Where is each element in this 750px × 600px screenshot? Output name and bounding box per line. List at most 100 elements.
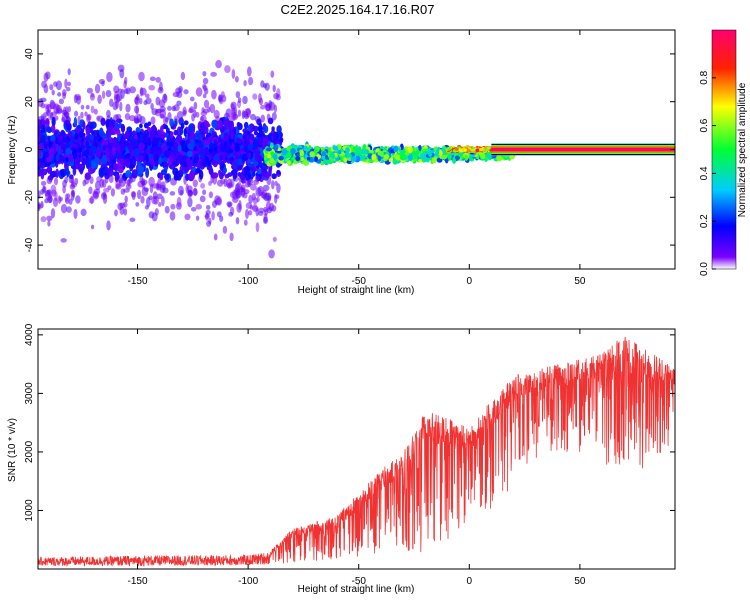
- spectrogram-point: [200, 183, 206, 189]
- spectrogram-point: [182, 106, 187, 117]
- spectrogram-point: [62, 185, 66, 194]
- spectrogram-point: [78, 131, 84, 138]
- spectrogram-point: [271, 126, 275, 131]
- spectrogram-point: [252, 138, 259, 150]
- spectrogram-point: [43, 151, 50, 159]
- spectrogram-point: [235, 190, 241, 199]
- spectrogram-point: [430, 149, 435, 154]
- spectrogram-point: [139, 87, 144, 97]
- spectrogram-point: [144, 187, 149, 192]
- spectrogram-point: [210, 174, 214, 184]
- spectrogram-point: [233, 160, 238, 169]
- spectrogram-point: [86, 87, 93, 94]
- spectrogram-point: [256, 132, 262, 138]
- spectrogram-point: [102, 139, 109, 148]
- spectrogram-point: [167, 105, 172, 111]
- spectrogram-point: [198, 141, 204, 149]
- spectrogram-point: [48, 194, 53, 203]
- spectrogram-point: [230, 191, 236, 198]
- spectrogram-point: [360, 154, 367, 159]
- spectrogram-point: [164, 117, 169, 123]
- spectrogram-point: [270, 142, 274, 147]
- spectrogram-point: [95, 148, 102, 159]
- spectrogram-point: [58, 98, 65, 105]
- spectrogram-point: [237, 171, 242, 177]
- spectrogram-point: [140, 195, 145, 204]
- snr-y-axis-label: SNR (10 * v/v): [7, 418, 18, 482]
- spectrogram-point: [38, 130, 42, 137]
- spectrogram-point: [133, 117, 140, 124]
- spectrogram-point: [267, 153, 272, 159]
- spectrogram-point: [57, 134, 63, 143]
- spectrogram-point: [164, 173, 170, 180]
- spectrogram-point: [136, 189, 142, 200]
- spectrogram-point: [128, 175, 133, 185]
- spectrogram-point: [262, 184, 270, 192]
- spectrogram-point: [204, 146, 209, 154]
- x-tick-label: 0: [467, 276, 473, 287]
- x-tick-label: -150: [128, 576, 148, 587]
- spectrogram-point: [131, 155, 136, 165]
- spectrogram-point: [363, 148, 368, 155]
- spectrogram-point: [154, 149, 162, 155]
- spectrogram-point: [40, 134, 46, 144]
- spectrogram-point: [60, 203, 68, 214]
- spectrogram-point: [271, 112, 277, 121]
- spectrogram-point: [202, 77, 209, 85]
- spectrogram-point: [120, 135, 125, 146]
- spectrogram-point: [104, 147, 110, 158]
- spectrogram-point: [464, 154, 468, 161]
- spectrogram-point: [110, 188, 116, 197]
- spectrogram-point: [60, 168, 67, 178]
- spectrogram-point: [247, 125, 251, 132]
- spectrogram-point: [70, 189, 75, 196]
- spectrogram-point: [436, 157, 443, 163]
- spectrogram-point: [227, 172, 233, 177]
- spectrogram-point: [137, 165, 145, 174]
- spectrogram-point: [227, 148, 234, 154]
- y-tick-label: 40: [24, 48, 35, 60]
- spectrogram-point: [262, 137, 269, 148]
- spectrogram-point: [254, 150, 260, 162]
- spectrogram-point: [466, 148, 471, 152]
- spectrogram-point: [434, 151, 438, 157]
- spectrogram-point: [39, 163, 46, 169]
- spectrogram-point: [141, 179, 148, 186]
- spectrogram-point: [255, 222, 260, 233]
- spectrogram-point: [153, 153, 159, 164]
- spectrogram-point: [237, 109, 242, 117]
- colorbar-tick-label: 0.4: [699, 166, 710, 180]
- spectrogram-point: [51, 111, 58, 116]
- spectrogram-point: [129, 141, 136, 149]
- spectrogram-point: [263, 216, 268, 225]
- spectrogram-point: [133, 147, 140, 158]
- spectrogram-point: [115, 93, 123, 102]
- spectrogram-point: [119, 202, 126, 209]
- spectrogram-point: [248, 210, 253, 216]
- spectrogram-point: [74, 132, 79, 140]
- spectrogram-point: [479, 148, 484, 152]
- spectrogram-point: [243, 79, 247, 87]
- spectrogram-point: [486, 146, 491, 150]
- spectrogram-point: [135, 105, 139, 116]
- spectrogram-point: [195, 168, 202, 174]
- spectrogram-point: [185, 183, 189, 194]
- spectrogram-point: [213, 233, 218, 241]
- spectrogram-point: [295, 155, 301, 162]
- spectrogram-point: [70, 176, 75, 185]
- spectrogram-point: [418, 144, 422, 152]
- spectrogram-point: [219, 215, 224, 223]
- spectrogram-point: [148, 176, 155, 187]
- spectrogram-point: [44, 144, 48, 149]
- spectrogram-point: [171, 105, 177, 112]
- spectrogram-point: [86, 113, 92, 121]
- spectrogram-point: [217, 159, 224, 165]
- y-tick-label: 4000: [24, 323, 35, 346]
- spectrogram-point: [332, 145, 339, 151]
- spectrogram-point: [441, 154, 448, 160]
- spectrogram-point: [67, 81, 71, 87]
- spectrogram-point: [211, 89, 217, 100]
- spectrogram-point: [237, 97, 242, 104]
- colorbar-tick-label: 0.0: [699, 262, 710, 276]
- spectrogram-point: [264, 192, 272, 201]
